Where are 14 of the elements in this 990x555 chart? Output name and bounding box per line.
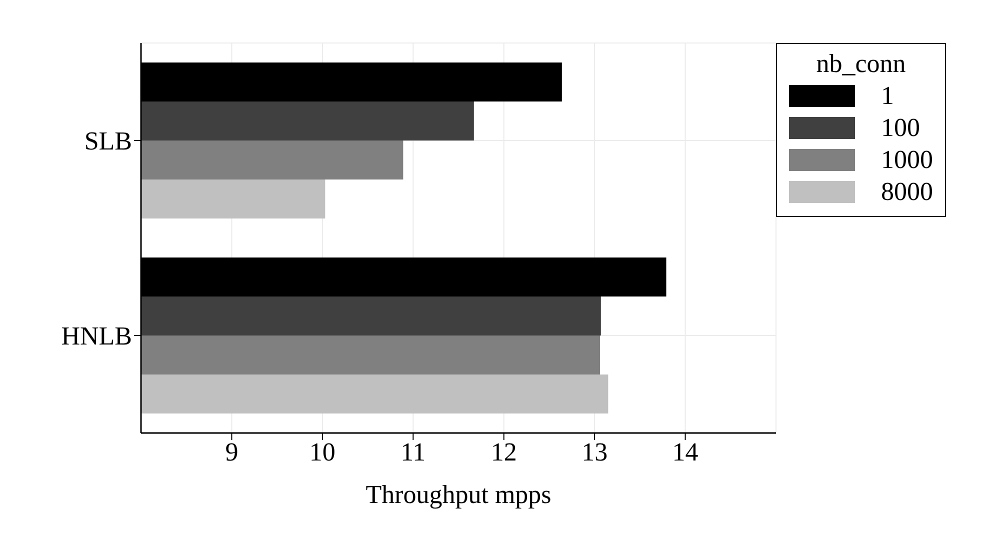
legend-title: nb_conn	[815, 48, 907, 80]
x-tick-label: 13	[582, 437, 608, 466]
legend-label: 1000	[881, 144, 933, 176]
x-tick-label: 10	[309, 437, 336, 466]
x-tick-label: 11	[400, 437, 426, 466]
y-tick-label: HNLB	[61, 322, 132, 351]
x-tick-label: 12	[490, 437, 517, 466]
legend-label: 100	[881, 112, 920, 144]
x-axis-title: Throughput mpps	[366, 480, 552, 509]
legend-label: 8000	[881, 176, 933, 208]
x-tick-label: 9	[225, 437, 238, 466]
legend-label: 1	[881, 80, 894, 112]
y-tick-label: SLB	[84, 126, 132, 156]
x-tick-label: 14	[672, 437, 698, 466]
